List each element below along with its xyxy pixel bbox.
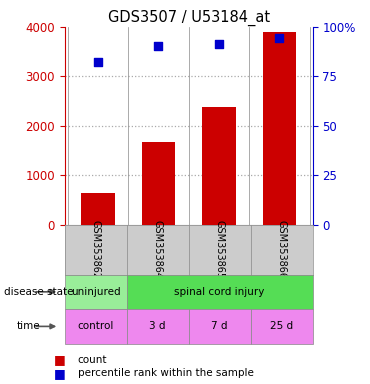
Text: control: control [78, 321, 114, 331]
Text: ■: ■ [54, 367, 65, 380]
Text: time: time [17, 321, 40, 331]
Bar [189, 309, 251, 344]
Title: GDS3507 / U53184_at: GDS3507 / U53184_at [108, 9, 270, 25]
Point [95, 60, 101, 66]
Text: uninjured: uninjured [71, 287, 121, 297]
Text: spinal cord injury: spinal cord injury [175, 287, 265, 297]
Point [216, 41, 222, 47]
Bar [251, 309, 313, 344]
Text: GSM353866: GSM353866 [277, 220, 287, 279]
Text: GSM353862: GSM353862 [91, 220, 101, 279]
Bar [65, 309, 127, 344]
Point [155, 43, 161, 49]
Bar [127, 275, 313, 309]
Text: disease state: disease state [4, 287, 73, 297]
Text: 7 d: 7 d [211, 321, 228, 331]
Text: GSM353864: GSM353864 [153, 220, 163, 279]
Text: ■: ■ [54, 353, 65, 366]
Text: 3 d: 3 d [149, 321, 166, 331]
Text: 25 d: 25 d [270, 321, 293, 331]
Bar [142, 142, 175, 225]
Text: count: count [78, 355, 107, 365]
Bar [65, 275, 127, 309]
Bar [263, 32, 296, 225]
Text: GSM353865: GSM353865 [215, 220, 225, 279]
Point [276, 35, 282, 41]
Bar [202, 107, 236, 225]
Text: percentile rank within the sample: percentile rank within the sample [78, 368, 253, 378]
Bar [81, 192, 115, 225]
Bar [127, 309, 189, 344]
